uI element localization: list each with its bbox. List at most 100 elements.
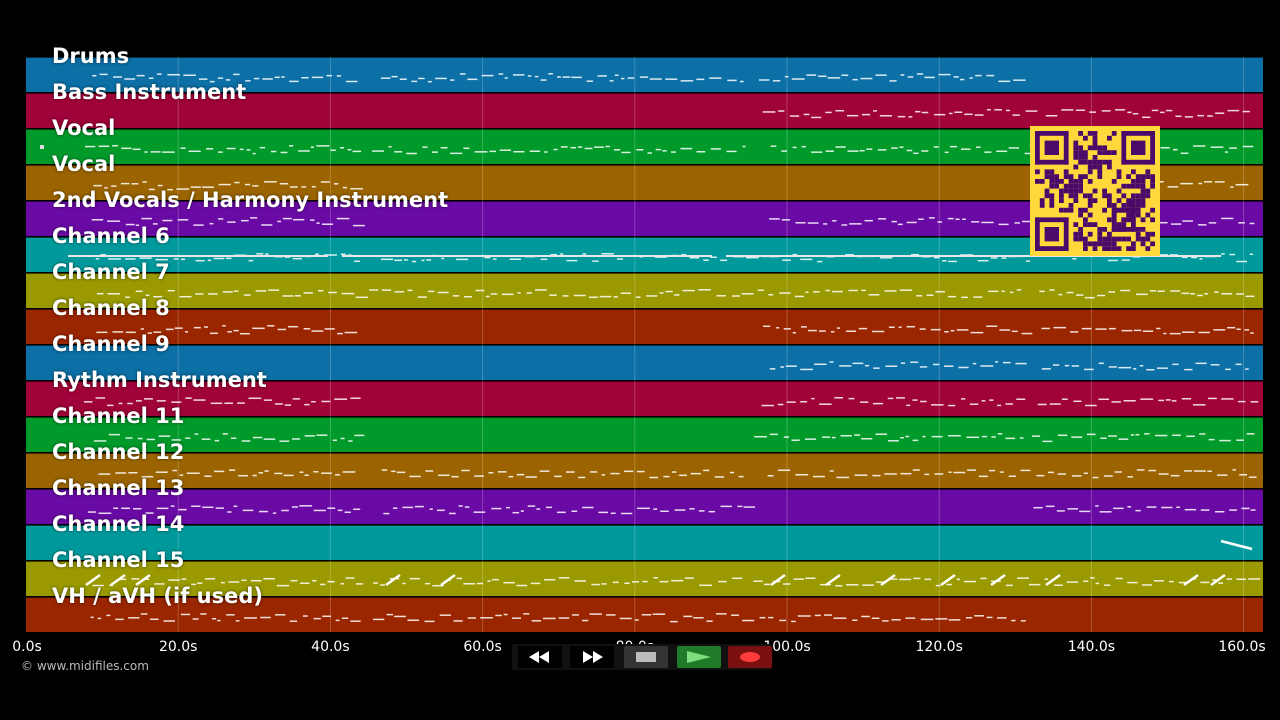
note-mark: [402, 582, 406, 585]
note-mark: [204, 326, 208, 328]
note-mark: [1235, 363, 1242, 366]
note-mark: [848, 289, 858, 292]
note-mark: [1197, 114, 1204, 117]
note-mark: [303, 292, 313, 294]
rewind-button[interactable]: [518, 646, 562, 668]
note-mark: [646, 295, 658, 297]
play-button[interactable]: [677, 646, 721, 668]
note-mark: [601, 583, 607, 585]
note-mark: [946, 583, 952, 586]
note-mark: [582, 253, 587, 255]
note-mark: [125, 331, 136, 334]
note-mark: [224, 402, 233, 404]
note-mark: [127, 402, 133, 405]
note-mark: [1097, 294, 1106, 297]
note-mark: [125, 223, 135, 226]
note-mark: [1061, 109, 1074, 111]
note-mark: [279, 440, 290, 442]
note-mark: [781, 219, 791, 221]
note-mark: [599, 295, 612, 298]
note-mark: [1127, 111, 1132, 114]
note-mark: [1172, 363, 1179, 366]
note-mark: [1249, 222, 1255, 225]
note-mark: [1180, 152, 1189, 155]
note-mark: [394, 291, 405, 293]
note-mark: [1120, 289, 1131, 292]
note-mark: [315, 253, 319, 255]
note-mark: [665, 290, 673, 293]
note-mark: [1071, 436, 1083, 438]
note-mark: [899, 146, 904, 148]
note-mark: [811, 116, 822, 119]
note-mark: [1001, 290, 1005, 293]
note-mark: [977, 259, 989, 262]
note-mark: [106, 614, 111, 617]
note-mark: [99, 73, 108, 76]
note-mark: [341, 292, 355, 295]
note-mark: [588, 296, 598, 299]
note-mark: [167, 188, 173, 191]
note-mark: [337, 332, 343, 335]
note-mark: [782, 259, 791, 261]
note-mark: [1016, 398, 1026, 400]
note-mark: [540, 258, 548, 261]
track-label: Channel 9: [52, 332, 170, 356]
note-mark: [864, 219, 873, 222]
note-mark: [839, 365, 852, 367]
note-mark: [778, 469, 791, 472]
note-mark: [1245, 295, 1255, 298]
note-mark: [659, 292, 664, 294]
fast-forward-button[interactable]: [570, 646, 614, 668]
note-mark: [649, 78, 662, 80]
note-mark: [1156, 327, 1161, 330]
note-mark: [872, 474, 881, 477]
note-mark: [304, 474, 309, 476]
note-mark: [1048, 471, 1054, 474]
note-mark: [529, 150, 541, 152]
note-mark: [409, 577, 421, 580]
track-label: Channel 12: [52, 440, 185, 464]
note-mark: [163, 620, 175, 622]
note-mark: [800, 400, 808, 403]
note-mark: [612, 581, 619, 584]
note-mark: [212, 617, 217, 620]
note-mark: [621, 151, 631, 154]
note-mark: [317, 289, 324, 292]
note-mark: [277, 220, 282, 223]
note-mark: [557, 76, 561, 78]
note-mark: [996, 617, 1007, 619]
note-mark: [1107, 259, 1118, 262]
stop-button[interactable]: [624, 646, 668, 668]
note-mark: [912, 399, 918, 401]
note-mark: [1207, 470, 1212, 473]
note-mark: [181, 578, 187, 580]
note-mark: [292, 438, 301, 440]
note-mark: [953, 471, 966, 474]
note-mark: [214, 439, 220, 442]
note-mark: [1008, 147, 1019, 149]
note-mark: [698, 289, 711, 291]
note-mark: [83, 401, 93, 403]
note-mark: [321, 400, 331, 403]
note-mark: [770, 145, 777, 147]
note-mark: [1146, 506, 1157, 508]
note-mark: [520, 510, 524, 512]
note-mark: [906, 149, 913, 152]
note-mark: [1115, 109, 1126, 111]
note-mark: [107, 293, 121, 295]
note-mark: [641, 613, 652, 616]
qr-code-icon: [1030, 126, 1160, 256]
note-mark: [574, 580, 587, 582]
note-mark: [336, 75, 342, 77]
note-mark: [1184, 508, 1197, 511]
note-mark: [1226, 578, 1232, 580]
record-button[interactable]: [728, 646, 772, 668]
note-mark: [474, 475, 484, 477]
note-mark: [411, 80, 418, 83]
note-mark: [474, 151, 488, 153]
note-mark: [679, 474, 687, 477]
note-mark: [804, 438, 817, 440]
note-mark: [680, 147, 693, 150]
note-mark: [146, 438, 155, 441]
note-mark: [252, 474, 257, 477]
